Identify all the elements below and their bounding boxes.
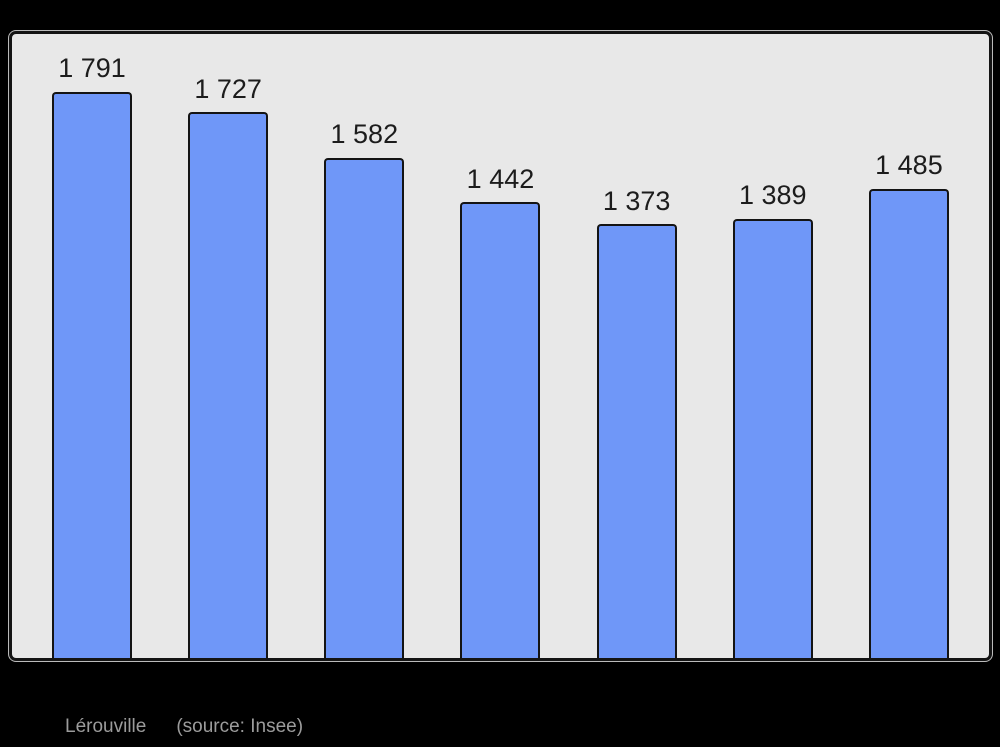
bar xyxy=(324,158,405,658)
bar xyxy=(52,92,132,658)
bar-group: 1 727 xyxy=(188,34,269,658)
bar-group: 1 442 xyxy=(460,34,541,658)
bar-group: 1 582 xyxy=(324,34,405,658)
bar xyxy=(732,219,813,658)
bar-value-label: 1 389 xyxy=(738,180,807,211)
caption-title: Lérouville xyxy=(65,716,147,737)
plot-area: 1 791 1 727 1 582 1 442 1 373 1 389 1 485 xyxy=(9,31,992,661)
bar-value-label: 1 582 xyxy=(330,119,399,150)
bar-group: 1 485 xyxy=(868,34,949,658)
bar-group: 1 389 xyxy=(732,34,813,658)
bar-value-label: 1 373 xyxy=(602,185,671,216)
bar xyxy=(868,188,949,658)
bar xyxy=(460,202,541,658)
bars-container: 1 791 1 727 1 582 1 442 1 373 1 389 1 485 xyxy=(12,34,989,658)
bar xyxy=(188,112,269,658)
bar-group: 1 373 xyxy=(596,34,677,658)
caption-source: (source: Insee) xyxy=(176,716,304,737)
bar-group: 1 791 xyxy=(52,34,132,658)
bar-value-label: 1 791 xyxy=(58,53,126,84)
bar-value-label: 1 485 xyxy=(875,150,943,181)
bar-value-label: 1 727 xyxy=(194,73,262,104)
chart-caption: Lérouville (source: Insee) xyxy=(65,716,303,738)
bar-value-label: 1 442 xyxy=(466,163,535,194)
bar xyxy=(596,224,677,658)
